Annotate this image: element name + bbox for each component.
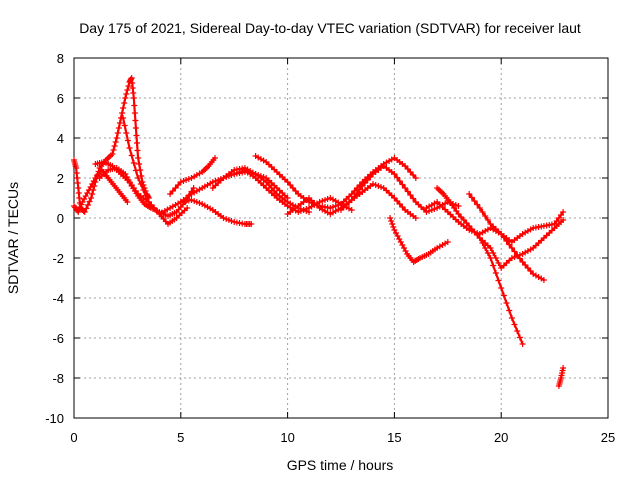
plot-frame <box>73 57 609 419</box>
series-markers <box>555 365 567 389</box>
y-tick-label: -6 <box>52 331 64 346</box>
y-tick-label: 4 <box>57 131 64 146</box>
series-markers <box>167 155 218 197</box>
series-trace <box>425 200 565 244</box>
y-tick-label: -8 <box>52 371 64 386</box>
series-arc-2 <box>71 167 131 215</box>
x-axis-label: GPS time / hours <box>287 457 394 473</box>
x-tick-label: 5 <box>177 430 184 445</box>
y-axis-label: SDTVAR / TECUs <box>5 182 21 294</box>
x-tick-label: 0 <box>70 430 77 445</box>
series-arc-15 <box>434 185 526 347</box>
x-tick-label: 20 <box>494 430 508 445</box>
series-markers <box>466 191 547 283</box>
series-markers <box>92 159 191 227</box>
series-arc-17 <box>466 191 547 283</box>
series-markers <box>387 215 451 265</box>
series-markers <box>71 167 131 215</box>
y-tick-label: 0 <box>57 211 64 226</box>
series-arc-6 <box>167 155 218 197</box>
series-arc-4 <box>92 159 191 227</box>
data-series <box>71 75 567 389</box>
x-tick-label: 25 <box>601 430 615 445</box>
chart-title: Day 175 of 2021, Sidereal Day-to-day VTE… <box>79 20 581 36</box>
y-tick-label: 8 <box>57 51 64 66</box>
x-tick-label: 15 <box>387 430 401 445</box>
y-tick-label: -10 <box>45 411 64 426</box>
y-tick-label: 2 <box>57 171 64 186</box>
grid <box>74 58 608 418</box>
y-tick-label: -4 <box>52 291 64 306</box>
y-tick-label: -2 <box>52 251 64 266</box>
series-arc-18 <box>555 365 567 389</box>
y-tick-label: 6 <box>57 91 64 106</box>
x-tick-label: 10 <box>280 430 294 445</box>
series-markers <box>120 115 255 227</box>
axis-ticks: 0 5 10 15 20 25 -10 -8 -6 -4 -2 0 2 4 6 8 <box>45 51 615 445</box>
series-arc-13 <box>387 215 451 265</box>
